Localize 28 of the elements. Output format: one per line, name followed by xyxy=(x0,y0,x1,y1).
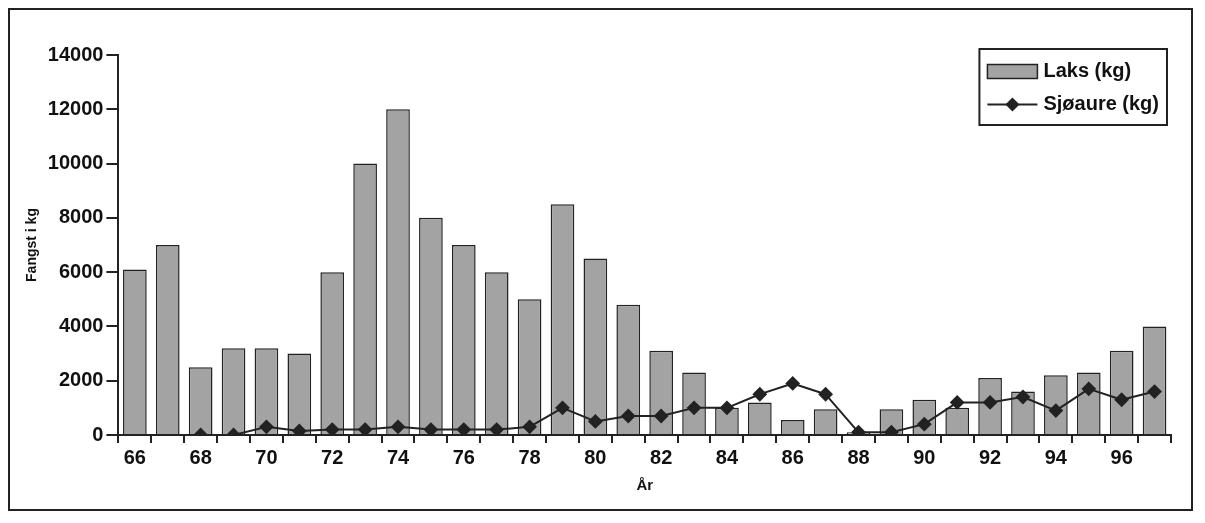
x-tick-label: 76 xyxy=(452,445,475,468)
x-tick-label: 90 xyxy=(913,445,936,468)
x-tick-label: 74 xyxy=(386,445,411,468)
y-tick-label: 2000 xyxy=(58,368,104,391)
y-tick-label: 12000 xyxy=(47,96,104,119)
x-tick-label: 94 xyxy=(1044,445,1068,468)
y-tick-label: 14000 xyxy=(47,42,104,65)
y-tick-label: 6000 xyxy=(58,259,104,282)
x-tick-label: 96 xyxy=(1110,445,1133,468)
x-tick-label: 72 xyxy=(321,445,344,468)
y-tick-label: 0 xyxy=(92,422,104,445)
y-axis-title: Fangst i kg xyxy=(23,208,40,282)
x-tick-label: 68 xyxy=(189,445,212,468)
x-tick-label: 84 xyxy=(715,445,739,468)
x-tick-label: 86 xyxy=(781,445,804,468)
x-tick-label: 66 xyxy=(123,445,146,468)
x-tick-label: 92 xyxy=(978,445,1002,468)
x-tick-label: 78 xyxy=(518,445,541,468)
y-tick-label: 8000 xyxy=(58,205,104,228)
x-tick-label: 82 xyxy=(650,445,673,468)
legend-label: Laks (kg) xyxy=(1043,59,1132,82)
y-tick-label: 10000 xyxy=(47,151,104,174)
legend-label: Sjøaure (kg) xyxy=(1043,92,1159,115)
x-axis-title: År xyxy=(636,476,654,494)
y-tick-label: 4000 xyxy=(58,313,104,336)
x-tick-label: 88 xyxy=(847,445,870,468)
x-tick-label: 80 xyxy=(584,445,607,468)
x-tick-label: 70 xyxy=(255,445,278,468)
